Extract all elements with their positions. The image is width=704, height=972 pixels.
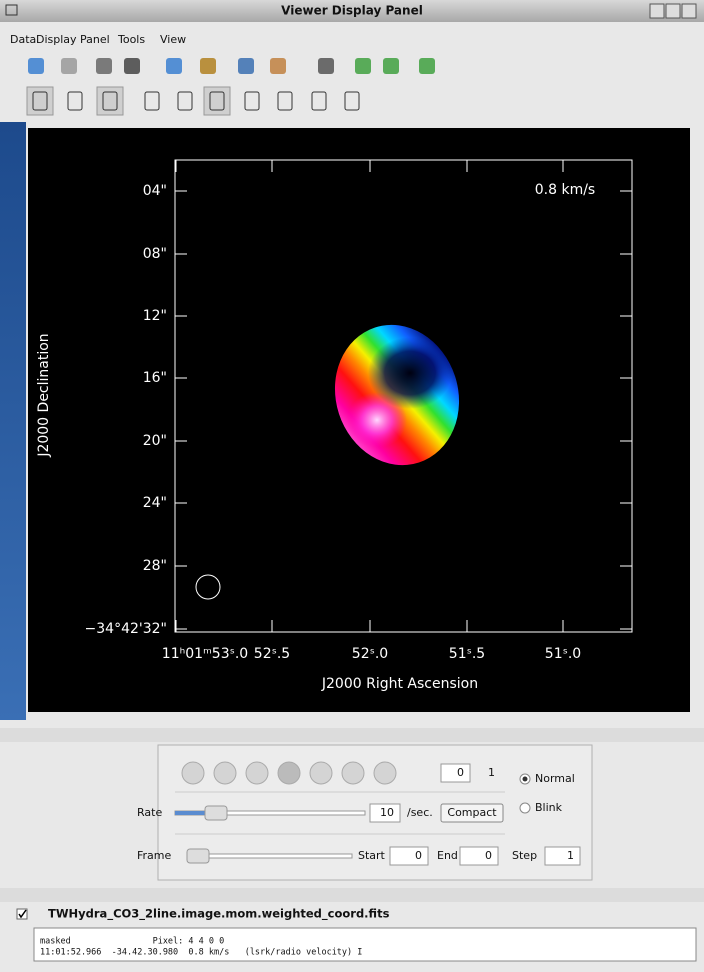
- tool-button[interactable]: [238, 58, 254, 74]
- y-tick-label: 24": [143, 495, 167, 511]
- x-tick-label: 52ˢ.5: [254, 646, 290, 662]
- playback-button[interactable]: [374, 762, 396, 784]
- tool-frame: [27, 87, 53, 115]
- close-button[interactable]: [682, 4, 696, 18]
- frame-value-box[interactable]: [441, 764, 470, 782]
- step-value-box[interactable]: [545, 847, 580, 865]
- y-axis-label: J2000 Declination: [36, 333, 52, 457]
- end-value: 0: [485, 849, 492, 862]
- menu-item[interactable]: View: [160, 33, 186, 46]
- x-tick-label: 51ˢ.5: [449, 646, 485, 662]
- end-label: End: [437, 849, 458, 862]
- mode-label: Blink: [535, 801, 563, 814]
- playback-button[interactable]: [214, 762, 236, 784]
- tool-button[interactable]: [28, 58, 44, 74]
- start-value-box[interactable]: [390, 847, 428, 865]
- end-value-box[interactable]: [460, 847, 498, 865]
- frame-total: 1: [488, 766, 495, 779]
- rate-slider-fill: [175, 811, 205, 815]
- window-title: Viewer Display Panel: [281, 4, 423, 18]
- frame-label: Frame: [137, 849, 172, 862]
- frame-value: 0: [457, 766, 464, 779]
- page: Viewer Display Panel {"window": {"title"…: [0, 0, 704, 972]
- tool-frame: [97, 87, 123, 115]
- y-tick-label: 04": [143, 183, 167, 199]
- playback-button[interactable]: [246, 762, 268, 784]
- playback-button[interactable]: [182, 762, 204, 784]
- x-tick-label: 11ʰ01ᵐ53ˢ.0: [162, 646, 248, 662]
- tool-button[interactable]: [61, 58, 77, 74]
- maximize-button[interactable]: [666, 4, 680, 18]
- file-name: TWHydra_CO3_2line.image.mom.weighted_coo…: [48, 907, 390, 922]
- y-tick-label: −34°42'32": [85, 621, 167, 637]
- menu-item[interactable]: Display Panel: [36, 33, 110, 46]
- status-line: 11:01:52.966 -34.42.30.980 0.8 km/s (lsr…: [40, 948, 362, 958]
- compact-label: Compact: [447, 806, 497, 819]
- playback-button[interactable]: [310, 762, 332, 784]
- tool-button[interactable]: [383, 58, 399, 74]
- y-tick-label: 28": [143, 558, 167, 574]
- y-tick-label: 12": [143, 308, 167, 324]
- tool-button[interactable]: [419, 58, 435, 74]
- start-value: 0: [415, 849, 422, 862]
- step-value: 1: [567, 849, 574, 862]
- status-line: masked Pixel: 4 4 0 0: [40, 937, 224, 947]
- playback-button[interactable]: [342, 762, 364, 784]
- tool-button[interactable]: [96, 58, 112, 74]
- animator-header: [0, 728, 704, 742]
- tool-frame: [204, 87, 230, 115]
- tool-button[interactable]: [318, 58, 334, 74]
- rate-value: 10: [380, 806, 394, 819]
- tool-button[interactable]: [355, 58, 371, 74]
- y-tick-label: 16": [143, 370, 167, 386]
- tool-button[interactable]: [200, 58, 216, 74]
- frame-slider[interactable]: [187, 854, 352, 858]
- rate-label: Rate: [137, 806, 162, 819]
- start-label: Start: [358, 849, 386, 862]
- step-label: Step: [512, 849, 537, 862]
- tool-button[interactable]: [124, 58, 140, 74]
- y-tick-label: 20": [143, 433, 167, 449]
- data-panel-header: [0, 888, 704, 902]
- playback-button[interactable]: [278, 762, 300, 784]
- rate-unit: /sec.: [407, 806, 433, 819]
- tool-button[interactable]: [270, 58, 286, 74]
- tool-button[interactable]: [166, 58, 182, 74]
- x-axis-label: J2000 Right Ascension: [321, 676, 478, 692]
- screen: Viewer Display Panel DataDisplay Panel To…: [0, 0, 704, 972]
- mode-label: Normal: [535, 772, 575, 785]
- body: Viewer Display Panel DataDisplay Panel To…: [0, 0, 704, 972]
- x-tick-label: 52ˢ.0: [352, 646, 388, 662]
- radio-dot: [523, 777, 528, 782]
- menu-item[interactable]: Data: [10, 33, 36, 46]
- annotation: 0.8 km/s: [535, 182, 595, 198]
- rate-handle[interactable]: [205, 806, 227, 820]
- menu-item[interactable]: Tools: [117, 33, 145, 46]
- window-controls: [650, 4, 696, 18]
- left-margin: [0, 122, 26, 720]
- x-tick-label: 51ˢ.0: [545, 646, 581, 662]
- mode-radio[interactable]: [520, 803, 530, 813]
- frame-handle[interactable]: [187, 849, 209, 863]
- y-tick-label: 08": [143, 246, 167, 262]
- minimize-button[interactable]: [650, 4, 664, 18]
